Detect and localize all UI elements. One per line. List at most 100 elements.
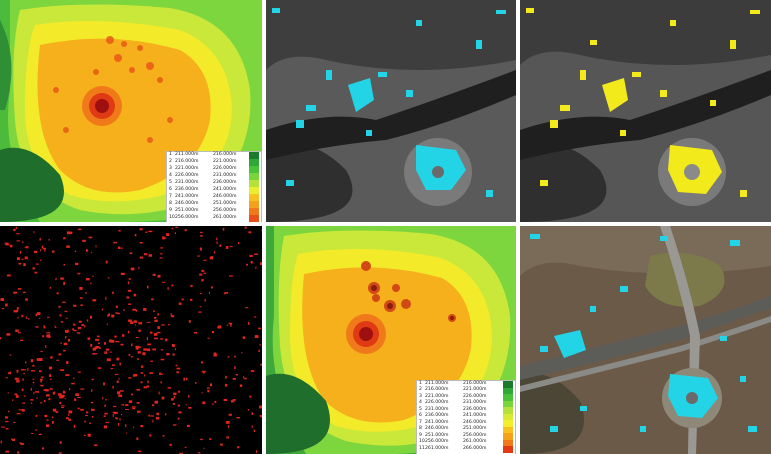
elevation-map-bottom: 1 211.000m 216.000m 2 216.000m 221.000m 3 221… xyxy=(266,226,516,454)
change-speck xyxy=(95,245,97,248)
change-speck xyxy=(9,244,13,248)
change-speck xyxy=(172,353,175,356)
legend-low: 236.000m xyxy=(175,187,199,193)
change-speck xyxy=(87,337,91,340)
change-speck xyxy=(241,352,243,354)
change-speck xyxy=(178,302,182,305)
legend-low: 241.000m xyxy=(175,194,199,200)
change-speck xyxy=(23,373,25,375)
change-speck xyxy=(189,298,193,301)
change-speck xyxy=(24,246,29,248)
change-speck xyxy=(129,252,133,255)
change-speck xyxy=(260,363,262,366)
change-speck xyxy=(207,337,210,339)
change-speck xyxy=(209,438,212,440)
change-speck xyxy=(113,241,117,244)
change-speck xyxy=(152,419,154,423)
change-speck xyxy=(177,404,180,407)
change-speck xyxy=(242,336,245,339)
change-speck xyxy=(30,399,34,401)
change-speck xyxy=(140,365,144,368)
change-speck xyxy=(91,389,93,392)
change-speck xyxy=(138,266,140,270)
legend-high: 226.000m xyxy=(213,166,237,172)
change-speck xyxy=(200,231,203,234)
change-speck xyxy=(51,250,55,253)
change-speck xyxy=(12,399,14,401)
change-speck xyxy=(63,237,66,240)
change-speck xyxy=(168,323,170,326)
legend-index: 5 xyxy=(169,180,172,186)
change-speck xyxy=(117,391,121,395)
change-speck xyxy=(161,396,165,400)
change-speck xyxy=(64,330,69,333)
change-speck xyxy=(136,389,141,391)
change-speck xyxy=(17,316,19,319)
change-speck xyxy=(134,234,137,237)
change-speck xyxy=(248,231,252,234)
change-speck xyxy=(84,415,88,417)
legend-low: 256.000m xyxy=(425,439,449,445)
legend-low: 256.000m xyxy=(175,215,199,221)
change-speck xyxy=(0,440,2,444)
change-speck xyxy=(48,398,51,401)
legend-low: 226.000m xyxy=(175,173,199,179)
change-speck xyxy=(135,347,139,350)
legend-high: 256.000m xyxy=(463,432,487,438)
change-speck xyxy=(14,377,19,380)
change-speck xyxy=(82,239,86,242)
change-speck xyxy=(224,383,228,387)
legend-index: 6 xyxy=(419,413,422,419)
legend-low: 221.000m xyxy=(175,166,199,172)
change-speck xyxy=(160,358,165,361)
change-speck xyxy=(18,262,22,265)
change-speck xyxy=(147,348,150,352)
change-speck xyxy=(154,337,158,340)
change-speck xyxy=(225,375,227,379)
change-speck xyxy=(104,351,107,354)
legend-high: 221.000m xyxy=(463,387,487,393)
change-speck xyxy=(125,409,129,410)
change-speck xyxy=(41,376,44,378)
change-speck xyxy=(50,356,53,359)
change-speck xyxy=(80,388,85,390)
change-speck xyxy=(122,334,125,337)
change-speck xyxy=(102,396,104,400)
change-speck xyxy=(23,369,27,371)
change-speck xyxy=(149,372,154,374)
elevation-legend-bottom: 1 211.000m 216.000m 2 216.000m 221.000m 3 221… xyxy=(416,380,516,454)
change-speck xyxy=(158,391,160,395)
change-speck xyxy=(91,416,94,418)
change-speck xyxy=(87,433,91,437)
change-speck xyxy=(46,332,51,334)
change-speck xyxy=(195,382,197,384)
change-speck xyxy=(115,341,120,343)
change-speck xyxy=(246,263,248,266)
change-speck xyxy=(121,404,125,406)
change-speck xyxy=(225,421,230,424)
change-speck xyxy=(244,377,247,380)
change-speck xyxy=(108,313,110,316)
change-speck xyxy=(30,388,32,391)
change-speck xyxy=(73,323,76,326)
change-speck xyxy=(117,423,120,426)
change-speck xyxy=(21,388,24,391)
change-speck xyxy=(43,325,45,327)
change-speck xyxy=(174,232,176,235)
change-speck xyxy=(199,293,202,295)
change-speck xyxy=(135,345,140,348)
legend-low: 261.000m xyxy=(425,445,449,451)
legend-low: 211.000m xyxy=(175,152,199,158)
change-speck xyxy=(83,434,86,437)
legend-low: 246.000m xyxy=(175,201,199,207)
change-speck xyxy=(67,329,69,333)
change-speck xyxy=(193,332,198,334)
change-speck xyxy=(227,425,230,428)
legend-high: 266.000m xyxy=(463,445,487,451)
change-speck xyxy=(68,418,72,421)
change-speck xyxy=(31,432,34,434)
change-speck xyxy=(131,343,133,347)
change-speck xyxy=(139,256,143,259)
change-speck xyxy=(152,348,156,351)
aerial-photo-map xyxy=(520,226,771,454)
